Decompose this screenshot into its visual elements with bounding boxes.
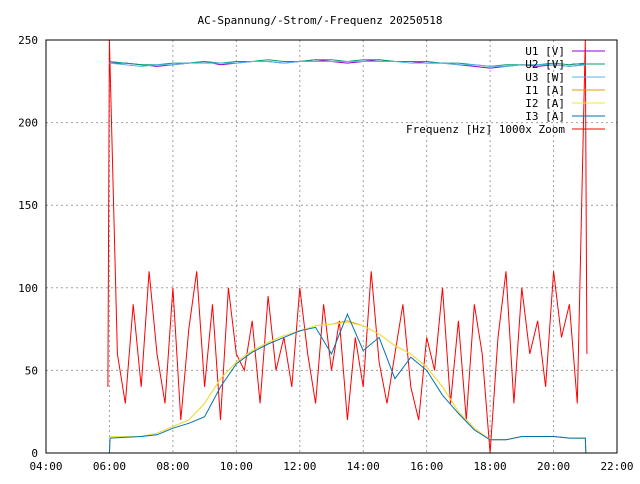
x-tick-label: 14:00 <box>347 460 380 473</box>
series-line-5 <box>108 312 587 454</box>
series-line-6 <box>107 39 588 454</box>
x-tick-label: 12:00 <box>283 460 316 473</box>
legend: U1 [V]U2 [V]U3 [W]I1 [A]I2 [A]I3 [A]Freq… <box>406 45 605 136</box>
legend-label: Frequenz [Hz] 1000x Zoom <box>406 123 565 136</box>
x-tick-label: 08:00 <box>156 460 189 473</box>
series-line-2 <box>109 61 586 67</box>
legend-label: I3 [A] <box>525 110 565 123</box>
series-line-4 <box>108 321 587 454</box>
y-tick-label: 250 <box>18 34 38 47</box>
x-tick-label: 18:00 <box>474 460 507 473</box>
y-tick-label: 200 <box>18 117 38 130</box>
x-tick-label: 20:00 <box>537 460 570 473</box>
y-tick-label: 0 <box>31 447 38 460</box>
axis-ticks: 04:00 06:00 08:00 10:00 12:00 14:00 16:00 18:00… <box>18 34 633 473</box>
legend-label: I2 [A] <box>525 97 565 110</box>
y-tick-label: 50 <box>25 364 38 377</box>
y-tick-label: 100 <box>18 282 38 295</box>
series-line-3 <box>108 320 587 454</box>
legend-label: U1 [V] <box>525 45 565 58</box>
legend-label: U3 [W] <box>525 71 565 84</box>
legend-label: I1 [A] <box>525 84 565 97</box>
x-tick-label: 10:00 <box>220 460 253 473</box>
y-tick-label: 150 <box>18 199 38 212</box>
chart-title: AC-Spannung/-Strom/-Frequenz 20250518 <box>197 14 442 27</box>
plot-border <box>45 39 618 454</box>
series-lines <box>107 39 588 454</box>
legend-label: U2 [V] <box>525 58 565 71</box>
x-tick-label: 16:00 <box>410 460 443 473</box>
x-tick-label: 22:00 <box>600 460 633 473</box>
x-tick-label: 04:00 <box>29 460 62 473</box>
x-tick-label: 06:00 <box>93 460 126 473</box>
